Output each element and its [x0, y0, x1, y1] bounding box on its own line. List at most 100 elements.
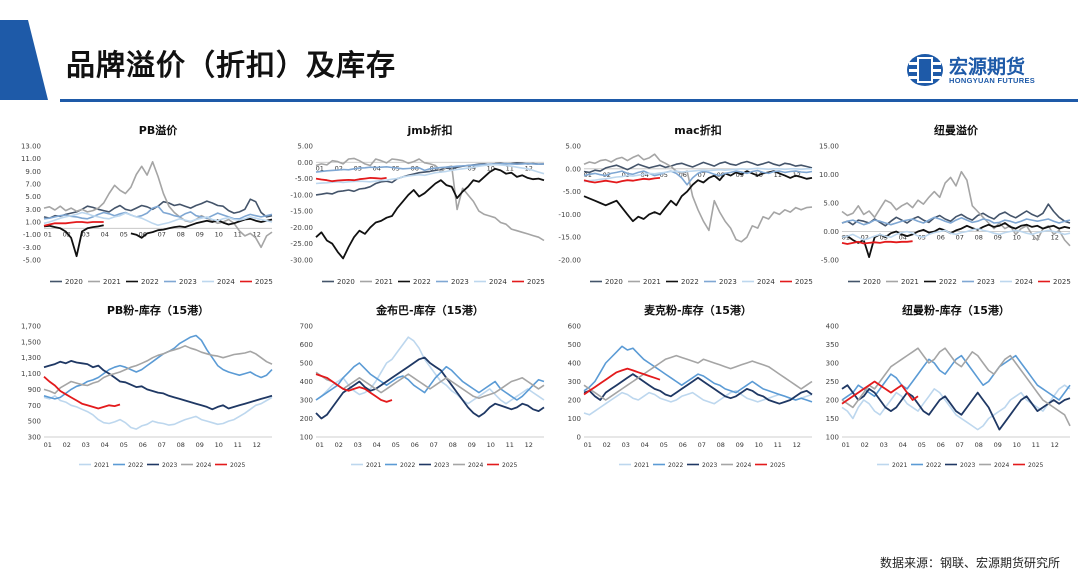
- x-tick-label: 04: [373, 441, 381, 449]
- x-tick-label: 05: [120, 230, 128, 238]
- chart-panel-pb-inventory: PB粉-库存（15港） 1,700 1,500 1,300 1,100 900 700 500…: [10, 300, 278, 475]
- y-tick-label: 7.00: [25, 181, 41, 189]
- chart-title: 纽曼溢价: [934, 123, 979, 137]
- legend-label: 2025: [1053, 278, 1071, 286]
- legend-label: 2024: [736, 462, 751, 469]
- series-line-2025: [315, 373, 393, 403]
- series-line-2024: [841, 347, 1071, 427]
- x-tick-label: 05: [120, 441, 128, 449]
- chart-panel-newman-premium: 纽曼溢价 15.00 10.00 5.00 0.00 -5.00 01 02 03 04 05 06 0…: [808, 120, 1076, 292]
- series-line-2023: [583, 169, 813, 186]
- x-tick-label: 12: [793, 171, 801, 179]
- logo-subtitle: HONGYUAN FUTURES: [949, 76, 1036, 85]
- legend-label: 2021: [366, 462, 381, 469]
- series-line-2023: [43, 360, 273, 411]
- legend-label: 2023: [702, 462, 717, 469]
- x-tick-label: 04: [101, 441, 109, 449]
- y-tick-label: 1,700: [21, 323, 41, 331]
- data-source-note: 数据来源：钢联、宏源期货研究所: [879, 556, 1060, 570]
- series-line-2024: [315, 163, 545, 185]
- series-line-2025: [583, 177, 661, 184]
- y-tick-label: 100: [300, 434, 313, 442]
- legend-label: 2021: [94, 462, 109, 469]
- series-line-2025: [315, 177, 387, 183]
- x-tick-label: 07: [956, 234, 964, 242]
- legend-label: 2024: [489, 278, 507, 286]
- x-tick-label: 03: [622, 171, 630, 179]
- x-tick-label: 09: [196, 230, 204, 238]
- x-tick-label: 11: [506, 164, 514, 172]
- series-line-2025: [841, 380, 919, 405]
- series-line-2022: [43, 217, 273, 258]
- legend-label: 2022: [400, 462, 415, 469]
- chart-panel-mac-inventory: 麦克粉-库存（15港） 600 500 400 300 200 100 0 01 02 03 04 05…: [550, 300, 818, 475]
- x-tick-label: 01: [584, 441, 592, 449]
- x-tick-label: 03: [880, 234, 888, 242]
- y-tick-label: 250: [826, 378, 839, 386]
- y-tick-label: 0.00: [297, 159, 313, 167]
- y-tick-label: 500: [300, 360, 313, 368]
- x-tick-label: 06: [937, 441, 945, 449]
- y-tick-label: -5.00: [295, 175, 313, 183]
- header-divider-line: [60, 99, 1078, 102]
- x-tick-label: 11: [774, 171, 782, 179]
- corner-accent-shape: [0, 20, 48, 100]
- chart-title: 金布巴-库存（15港）: [375, 303, 484, 317]
- series-line-2023: [841, 384, 1071, 431]
- y-tick-label: 11.00: [21, 155, 41, 163]
- y-tick-label: 1,500: [21, 338, 41, 346]
- legend-label: 2024: [1015, 278, 1033, 286]
- y-tick-label: 9.00: [25, 168, 41, 176]
- x-tick-label: 06: [139, 441, 147, 449]
- x-tick-label: 12: [253, 230, 261, 238]
- x-tick-label: 09: [994, 234, 1002, 242]
- x-tick-label: 03: [622, 441, 630, 449]
- series-line-2022: [43, 334, 273, 400]
- legend-label: 2024: [217, 278, 235, 286]
- y-tick-label: 1,100: [21, 370, 41, 378]
- series-line-2025: [43, 376, 121, 410]
- legend-label: 2025: [502, 462, 517, 469]
- legend-label: 2021: [375, 278, 393, 286]
- x-tick-label: 06: [679, 171, 687, 179]
- y-tick-label: 5.00: [823, 200, 839, 208]
- legend-label: 2021: [901, 278, 919, 286]
- x-tick-label: 10: [487, 164, 495, 172]
- x-tick-label: 12: [525, 441, 533, 449]
- x-tick-label: 05: [660, 441, 668, 449]
- series-line-2020: [583, 160, 813, 174]
- series-line-2024: [43, 345, 273, 395]
- y-tick-label: 5.00: [25, 193, 41, 201]
- logo-mark-icon: [907, 54, 943, 86]
- legend-label: 2022: [128, 462, 143, 469]
- y-tick-label: 300: [300, 397, 313, 405]
- legend-label: 2023: [162, 462, 177, 469]
- legend-label: 2022: [413, 278, 431, 286]
- x-tick-label: 08: [177, 230, 185, 238]
- legend-label: 2023: [960, 462, 975, 469]
- x-tick-label: 11: [234, 230, 242, 238]
- x-tick-label: 07: [158, 441, 166, 449]
- y-tick-label: -25.00: [290, 240, 313, 248]
- x-tick-label: 05: [660, 171, 668, 179]
- x-tick-label: 08: [975, 441, 983, 449]
- x-tick-label: 07: [430, 441, 438, 449]
- x-tick-label: 03: [82, 441, 90, 449]
- x-tick-label: 02: [603, 441, 611, 449]
- x-tick-label: 02: [335, 164, 343, 172]
- x-tick-label: 03: [82, 230, 90, 238]
- x-tick-label: 05: [392, 441, 400, 449]
- x-tick-label: 04: [101, 230, 109, 238]
- x-tick-label: 12: [253, 441, 261, 449]
- x-tick-label: 01: [842, 234, 850, 242]
- x-tick-label: 04: [373, 164, 381, 172]
- chart-title: 麦克粉-库存（15港）: [644, 303, 752, 317]
- series-line-2022: [315, 362, 545, 401]
- chart-panel-newman-inventory: 纽曼粉-库存（15港） 400 350 300 250 200 150 100 01 02 03 04…: [808, 300, 1076, 475]
- series-line-2021: [583, 153, 813, 243]
- y-tick-label: 0.00: [565, 165, 581, 173]
- series-line-2021: [315, 157, 545, 242]
